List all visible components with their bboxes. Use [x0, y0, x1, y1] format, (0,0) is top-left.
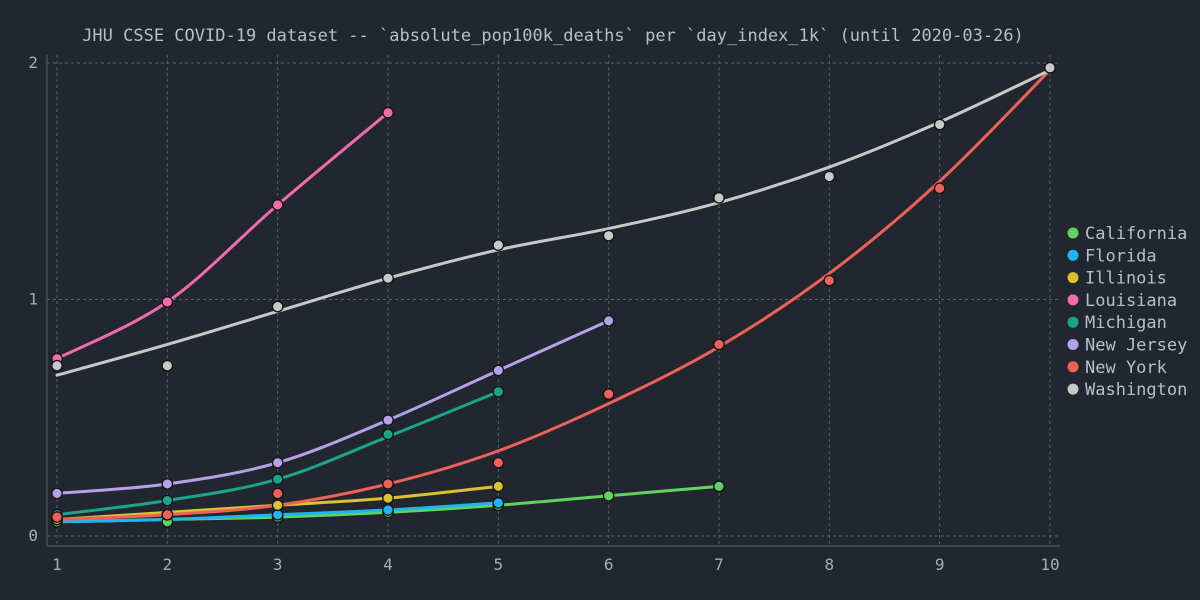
- data-point-new-york: [933, 182, 946, 195]
- legend-item-louisiana: Louisiana: [1067, 291, 1177, 311]
- legend-swatch: [1067, 361, 1079, 373]
- legend-swatch: [1067, 339, 1079, 350]
- data-point-illinois: [492, 480, 505, 493]
- legend-swatch: [1067, 383, 1079, 395]
- data-point-new-york: [161, 508, 174, 521]
- x-tick-label: 3: [273, 555, 283, 574]
- data-point-new-york: [382, 478, 394, 490]
- series-line-new-jersey: [55, 319, 611, 495]
- data-point-illinois: [271, 499, 284, 512]
- legend-label: Illinois: [1085, 269, 1167, 289]
- x-tick-label: 9: [935, 555, 945, 574]
- data-point-new-york: [492, 456, 505, 469]
- series-line-new-york: [55, 68, 1052, 521]
- data-point-washington: [602, 229, 615, 242]
- x-tick-label: 4: [383, 555, 393, 574]
- legend-label: Michigan: [1085, 313, 1167, 333]
- x-tick-label: 2: [163, 555, 173, 574]
- data-point-new-york: [602, 388, 615, 400]
- data-point-washington: [713, 191, 725, 204]
- legend-swatch: [1067, 249, 1079, 261]
- data-point-washington: [51, 359, 63, 372]
- data-point-washington: [271, 300, 284, 313]
- x-tick-label: 5: [494, 555, 504, 574]
- legend-item-illinois: Illinois: [1067, 269, 1167, 289]
- legend-item-new-york: New York: [1067, 358, 1167, 378]
- data-point-washington: [1044, 61, 1056, 74]
- x-tick-label: 1: [52, 555, 62, 574]
- legend-swatch: [1067, 316, 1079, 328]
- data-point-illinois: [382, 492, 394, 505]
- x-tick-label: 10: [1040, 555, 1059, 574]
- legend-item-washington: Washington: [1067, 380, 1187, 400]
- data-point-washington: [492, 239, 505, 251]
- legend-label: Louisiana: [1085, 291, 1177, 311]
- data-point-new-york: [713, 338, 725, 351]
- y-tick-label: 2: [28, 53, 38, 72]
- grid: [47, 55, 1060, 544]
- series-line-louisiana: [55, 111, 390, 361]
- data-point-new-jersey: [382, 414, 394, 426]
- legend-item-new-jersey: New Jersey: [1067, 336, 1187, 356]
- data-point-louisiana: [161, 296, 174, 308]
- legend-label: California: [1085, 224, 1187, 244]
- legend-item-california: California: [1067, 224, 1187, 244]
- data-point-washington: [161, 359, 174, 372]
- data-point-new-jersey: [602, 314, 615, 327]
- chart-title: JHU CSSE COVID-19 dataset -- `absolute_p…: [82, 26, 1024, 46]
- data-point-new-jersey: [51, 487, 63, 500]
- data-point-new-jersey: [161, 478, 174, 490]
- y-tick-label: 1: [28, 290, 38, 309]
- data-point-florida: [382, 504, 394, 516]
- data-point-louisiana: [382, 106, 394, 119]
- legend-swatch: [1067, 227, 1079, 239]
- data-point-florida: [492, 497, 505, 509]
- legend-swatch: [1067, 294, 1079, 306]
- x-tick-label: 7: [714, 555, 724, 574]
- x-tick-label: 8: [825, 555, 835, 574]
- legend-swatch: [1067, 272, 1079, 284]
- data-point-new-york: [51, 511, 63, 523]
- data-point-california: [602, 489, 615, 502]
- legend-label: Washington: [1085, 380, 1187, 400]
- data-point-california: [713, 480, 725, 493]
- legend-item-michigan: Michigan: [1067, 313, 1167, 333]
- legend-label: New Jersey: [1085, 336, 1187, 356]
- legend-label: New York: [1085, 358, 1167, 378]
- series-group: [51, 61, 1056, 528]
- data-point-michigan: [382, 428, 394, 441]
- legend-label: Florida: [1085, 246, 1157, 266]
- data-point-washington: [382, 272, 394, 285]
- legend-item-florida: Florida: [1067, 246, 1157, 266]
- x-tick-label: 6: [604, 555, 614, 574]
- data-point-washington: [823, 170, 836, 183]
- series-line-washington: [55, 68, 1052, 377]
- data-point-new-jersey: [271, 456, 284, 469]
- data-point-michigan: [492, 385, 505, 398]
- data-point-louisiana: [271, 199, 284, 211]
- y-tick-label: 0: [28, 526, 38, 545]
- data-point-new-jersey: [492, 364, 505, 377]
- data-point-washington: [933, 118, 946, 131]
- data-point-michigan: [271, 473, 284, 486]
- data-point-new-york: [823, 274, 836, 287]
- data-point-michigan: [161, 494, 174, 507]
- data-point-new-york: [271, 487, 284, 500]
